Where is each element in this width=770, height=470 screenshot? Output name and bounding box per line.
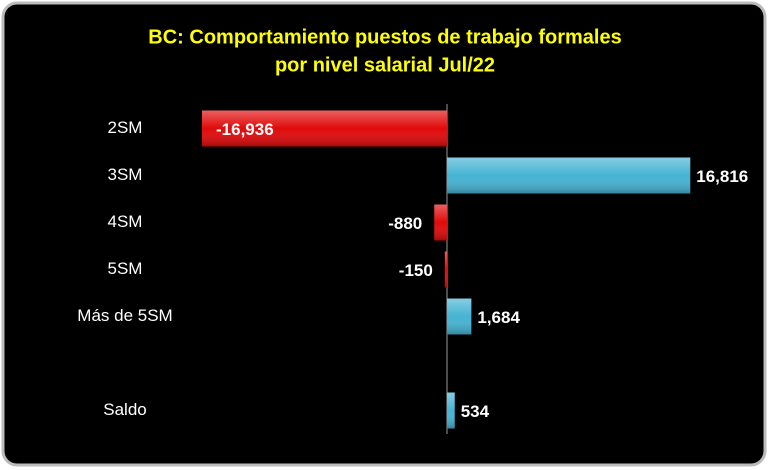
bar-sheen: [447, 392, 455, 429]
y-tick-label: 3SM: [108, 165, 143, 184]
value-label: 16,816: [696, 167, 748, 186]
y-tick-label: 5SM: [108, 259, 143, 278]
y-tick-label: 2SM: [108, 118, 143, 137]
value-label: -880: [388, 214, 422, 233]
y-tick-label: Más de 5SM: [77, 306, 172, 325]
y-tick-label: Saldo: [103, 400, 146, 419]
bar-sheen: [444, 251, 447, 288]
chart-title: BC: Comportamiento puestos de trabajo fo…: [148, 26, 621, 48]
bar-sheen: [447, 157, 691, 194]
value-label: -150: [399, 261, 433, 280]
bar-sheen: [202, 110, 447, 147]
y-tick-label: 4SM: [108, 212, 143, 231]
chart-title: por nivel salarial Jul/22: [275, 54, 495, 76]
bar-sheen: [447, 298, 472, 335]
value-label: 1,684: [477, 308, 520, 327]
value-label: -16,936: [216, 120, 274, 139]
bar-sheen: [434, 204, 447, 241]
value-label: 534: [461, 402, 490, 421]
